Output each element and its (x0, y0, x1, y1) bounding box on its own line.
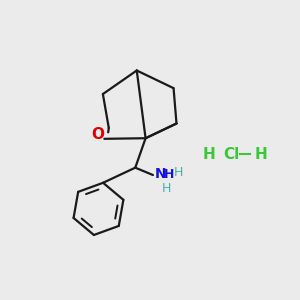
Text: H: H (161, 182, 171, 195)
Text: H: H (254, 147, 267, 162)
Text: Cl: Cl (224, 147, 240, 162)
Text: H: H (202, 147, 215, 162)
Text: H: H (164, 168, 174, 181)
Text: H: H (174, 166, 184, 178)
Text: N: N (154, 167, 166, 182)
Text: O: O (91, 127, 104, 142)
